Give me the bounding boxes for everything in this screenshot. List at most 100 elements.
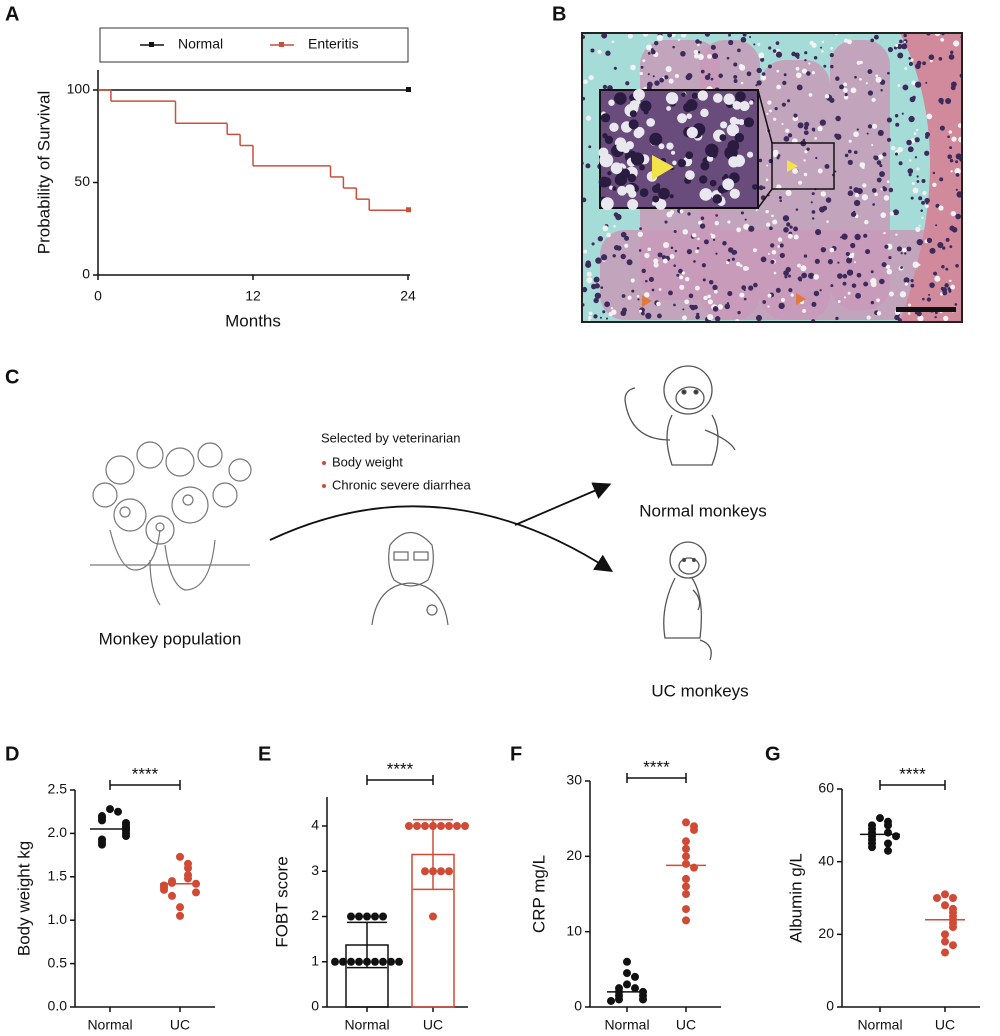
cell	[705, 143, 719, 158]
nucleus	[708, 279, 714, 285]
nucleus	[739, 292, 745, 298]
nucleus	[653, 262, 659, 268]
nucleus	[915, 226, 921, 233]
cell	[625, 184, 635, 194]
nucleus	[835, 316, 839, 321]
nucleus	[772, 219, 778, 225]
dot	[941, 930, 949, 939]
cell	[627, 173, 637, 183]
dot	[461, 822, 469, 830]
nucleus	[659, 77, 665, 83]
nucleus	[613, 66, 617, 70]
arrowhead	[796, 293, 806, 305]
nucleus	[876, 177, 882, 183]
nucleus	[903, 33, 907, 38]
nucleus	[934, 315, 937, 319]
nucleus	[602, 225, 609, 232]
nucleus	[949, 279, 952, 283]
nucleus	[850, 242, 856, 249]
nucleus	[864, 219, 869, 225]
cell	[686, 126, 698, 139]
nucleus	[766, 112, 769, 115]
nucleus	[837, 261, 840, 264]
cell	[732, 100, 742, 110]
nucleus	[727, 220, 731, 224]
nucleus	[942, 246, 946, 250]
y-axis-label: FOBT score	[272, 856, 291, 947]
nucleus	[727, 291, 733, 297]
nucleus	[850, 257, 853, 261]
nucleus	[820, 246, 827, 253]
dot	[192, 888, 200, 897]
cell	[649, 132, 663, 146]
nucleus	[583, 249, 588, 254]
nucleus	[707, 294, 711, 299]
nucleus	[944, 283, 949, 288]
nucleus	[847, 149, 852, 154]
nucleus	[910, 283, 915, 288]
nucleus	[693, 260, 696, 263]
nucleus	[586, 271, 592, 277]
nucleus	[588, 75, 594, 81]
nucleus	[895, 122, 900, 127]
nucleus	[672, 45, 675, 49]
cell	[652, 184, 661, 194]
nucleus	[697, 54, 704, 60]
nucleus	[926, 237, 933, 243]
nucleus	[854, 233, 861, 241]
nucleus	[775, 287, 781, 293]
nucleus	[650, 49, 656, 55]
nucleus	[843, 82, 848, 87]
nucleus	[954, 167, 961, 175]
nucleus	[908, 115, 915, 123]
cell	[726, 123, 739, 137]
nucleus	[948, 130, 953, 134]
nucleus	[811, 217, 815, 220]
dot	[615, 995, 623, 1004]
nucleus	[602, 310, 606, 314]
cell	[627, 103, 639, 114]
cell	[728, 156, 740, 168]
nucleus	[667, 33, 673, 38]
cell	[752, 184, 758, 190]
nucleus	[842, 273, 848, 279]
dot	[429, 867, 437, 876]
x-axis-label: Months	[225, 311, 281, 330]
nucleus	[842, 281, 847, 286]
nucleus	[932, 182, 937, 188]
dot	[106, 805, 114, 814]
nucleus	[696, 246, 700, 250]
nucleus	[902, 247, 907, 253]
nucleus	[783, 227, 789, 233]
nucleus	[740, 36, 747, 43]
nucleus	[761, 72, 766, 76]
nucleus	[906, 139, 912, 146]
nucleus	[700, 216, 705, 221]
nucleus	[918, 196, 923, 201]
nucleus	[806, 71, 811, 76]
nucleus	[949, 245, 953, 249]
nucleus	[908, 61, 914, 67]
nucleus	[765, 209, 769, 214]
nucleus	[782, 215, 790, 222]
nucleus	[803, 130, 809, 136]
dot	[122, 832, 130, 841]
nucleus	[590, 48, 595, 53]
nucleus	[664, 75, 669, 80]
nucleus	[955, 213, 962, 220]
nucleus	[727, 258, 731, 262]
cell	[723, 93, 735, 105]
nucleus	[588, 319, 591, 322]
nucleus	[915, 128, 919, 132]
dot	[949, 923, 957, 932]
nucleus	[802, 138, 806, 142]
criteria-title: Selected by veterinarian	[321, 430, 460, 445]
nucleus	[665, 66, 672, 73]
dot	[690, 825, 698, 834]
nucleus	[662, 258, 668, 264]
nucleus	[693, 49, 699, 55]
nucleus	[647, 247, 652, 252]
nucleus	[903, 40, 906, 44]
y-tick-label: 10	[566, 922, 582, 938]
nucleus	[770, 259, 775, 264]
